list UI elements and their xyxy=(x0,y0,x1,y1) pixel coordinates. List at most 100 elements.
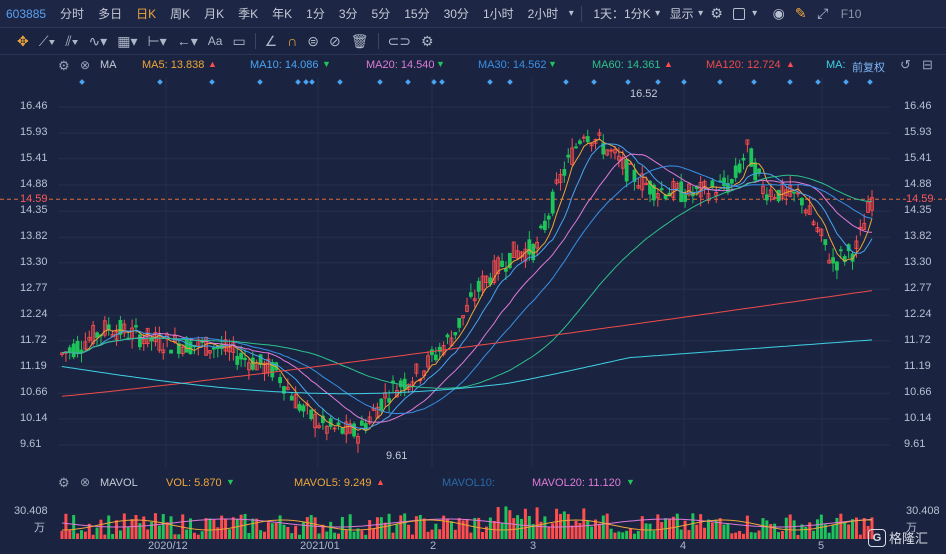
fullscreen-icon[interactable]: ⤢ xyxy=(817,5,829,21)
kline-svg[interactable] xyxy=(0,77,946,467)
period-tab[interactable]: 分时 xyxy=(60,6,85,21)
minimize-icon[interactable]: ⊟ xyxy=(922,57,933,72)
ruler-icon[interactable]: ∠ xyxy=(264,32,278,49)
range-dropdown[interactable]: 1天：1分K xyxy=(593,6,651,21)
chevron-down-icon[interactable]: ▾ xyxy=(752,8,758,19)
price-label: 9.61 xyxy=(904,438,926,450)
volume-bar xyxy=(301,522,305,539)
checkbox-icon[interactable] xyxy=(728,0,750,28)
settings-icon[interactable]: ⚙ xyxy=(421,32,434,49)
candle-body xyxy=(468,292,473,297)
volume-bar xyxy=(668,519,671,539)
candle-body xyxy=(134,325,138,328)
low-annotation: 9.61 xyxy=(386,450,408,462)
hide-icon[interactable]: ⊘ xyxy=(329,32,341,49)
grid-icon[interactable]: ▦▾ xyxy=(117,32,138,49)
price-label: 13.30 xyxy=(904,255,932,268)
period-tab[interactable]: 周K xyxy=(170,6,191,21)
candle-body xyxy=(239,352,244,360)
period-tab[interactable]: 年K xyxy=(272,6,293,21)
gear-icon[interactable]: ⚙ xyxy=(58,58,70,73)
move-icon[interactable]: ✥ xyxy=(17,32,29,49)
link-icon[interactable]: ⊂⊃ xyxy=(387,32,412,49)
volume-bar xyxy=(734,532,738,539)
text-icon[interactable]: Aa xyxy=(207,34,223,48)
volume-bar xyxy=(773,523,777,539)
volume-bar xyxy=(714,519,718,539)
candle-body xyxy=(601,142,606,155)
period-tab[interactable]: 15分 xyxy=(404,6,430,21)
period-tab[interactable]: 多日 xyxy=(98,6,123,21)
volume-bar xyxy=(469,532,473,539)
period-tab[interactable]: 2小时 xyxy=(527,6,559,21)
mavol5-line xyxy=(61,519,872,531)
line-icon[interactable]: ⟋▾ xyxy=(38,32,56,49)
date-label: 2021/01 xyxy=(300,540,340,552)
chevron-down-icon[interactable]: ▾ xyxy=(655,8,661,19)
price-label: 15.41 xyxy=(904,151,932,164)
stock-code[interactable]: 603885 xyxy=(6,6,47,21)
candle-body xyxy=(453,332,458,336)
chevron-down-icon[interactable]: ▾ xyxy=(698,8,704,19)
volume-chart[interactable] xyxy=(0,493,946,541)
period-tab[interactable]: 1小时 xyxy=(482,6,514,21)
trash-icon[interactable]: 🗑 xyxy=(350,32,369,49)
f10-button[interactable]: F10 xyxy=(840,6,862,21)
candle-body xyxy=(523,248,528,262)
period-tab-active[interactable]: 日K xyxy=(136,6,157,21)
gear-icon[interactable]: ⚙ xyxy=(58,475,70,490)
volume-bar xyxy=(118,530,122,539)
current-price-right: 14.59 xyxy=(906,193,934,205)
ma5-value: MA5: 13.838 xyxy=(142,59,205,71)
volume-svg[interactable] xyxy=(0,493,946,541)
close-icon[interactable]: ⊗ xyxy=(80,475,91,489)
vol-value: VOL: 5.870 xyxy=(166,477,222,489)
undo-icon[interactable]: ↺ xyxy=(900,57,911,72)
candle-body xyxy=(535,241,539,249)
candle-body xyxy=(776,189,781,202)
arrow-icon[interactable]: ←▾ xyxy=(176,32,198,49)
period-tab[interactable]: 月K xyxy=(204,6,225,21)
candle-body xyxy=(659,188,664,191)
magnet-icon[interactable]: ∩ xyxy=(287,33,298,49)
period-tab[interactable]: 30分 xyxy=(443,6,469,21)
ma5-line xyxy=(61,138,873,431)
caret-down-icon: ▼ xyxy=(322,59,331,69)
kline-chart[interactable] xyxy=(0,77,946,467)
comment-icon[interactable]: ▭ xyxy=(232,32,246,49)
period-tab[interactable]: 3分 xyxy=(338,6,358,21)
range-icon[interactable]: ⊢▾ xyxy=(147,32,167,49)
lock-icon[interactable]: ⊜ xyxy=(307,32,320,49)
pencil-icon[interactable]: ✎ xyxy=(794,5,807,21)
current-price-left: 14.59 xyxy=(20,193,48,205)
chevron-down-icon[interactable]: ▾ xyxy=(568,8,574,19)
candle-body xyxy=(309,409,314,420)
candle-body xyxy=(687,183,691,196)
volume-bar xyxy=(146,529,150,539)
close-icon[interactable]: ⊗ xyxy=(80,58,91,72)
candle-body xyxy=(800,197,804,206)
camera-icon[interactable]: ◉ xyxy=(772,5,785,21)
display-dropdown[interactable]: 显示 xyxy=(669,6,694,21)
volume-bar xyxy=(294,525,298,539)
wave-icon[interactable]: ∿▾ xyxy=(88,32,108,49)
candle-body xyxy=(550,191,555,214)
volume-bar xyxy=(227,529,231,539)
candle-body xyxy=(476,280,481,292)
volume-bar xyxy=(761,518,765,539)
period-tab[interactable]: 1分 xyxy=(306,6,325,21)
price-label: 16.46 xyxy=(20,100,48,112)
candle-body xyxy=(772,197,777,199)
adjust-dropdown[interactable]: 前复权 xyxy=(852,62,885,74)
volume-bar xyxy=(574,521,578,539)
period-tab[interactable]: 季K xyxy=(238,6,259,21)
volume-bar xyxy=(508,510,512,539)
volume-bar xyxy=(804,526,808,539)
period-tab[interactable]: 5分 xyxy=(371,6,391,21)
channel-icon[interactable]: ⫽▾ xyxy=(65,32,79,49)
volume-legend: ⚙ ⊗ MAVOL VOL: 5.870 ▼ MAVOL5: 9.249 ▲ M… xyxy=(0,473,946,493)
volume-bar xyxy=(847,524,851,539)
gear-icon[interactable]: ⚙ xyxy=(710,5,723,21)
candle-body xyxy=(558,174,563,183)
candle-body xyxy=(644,182,649,186)
